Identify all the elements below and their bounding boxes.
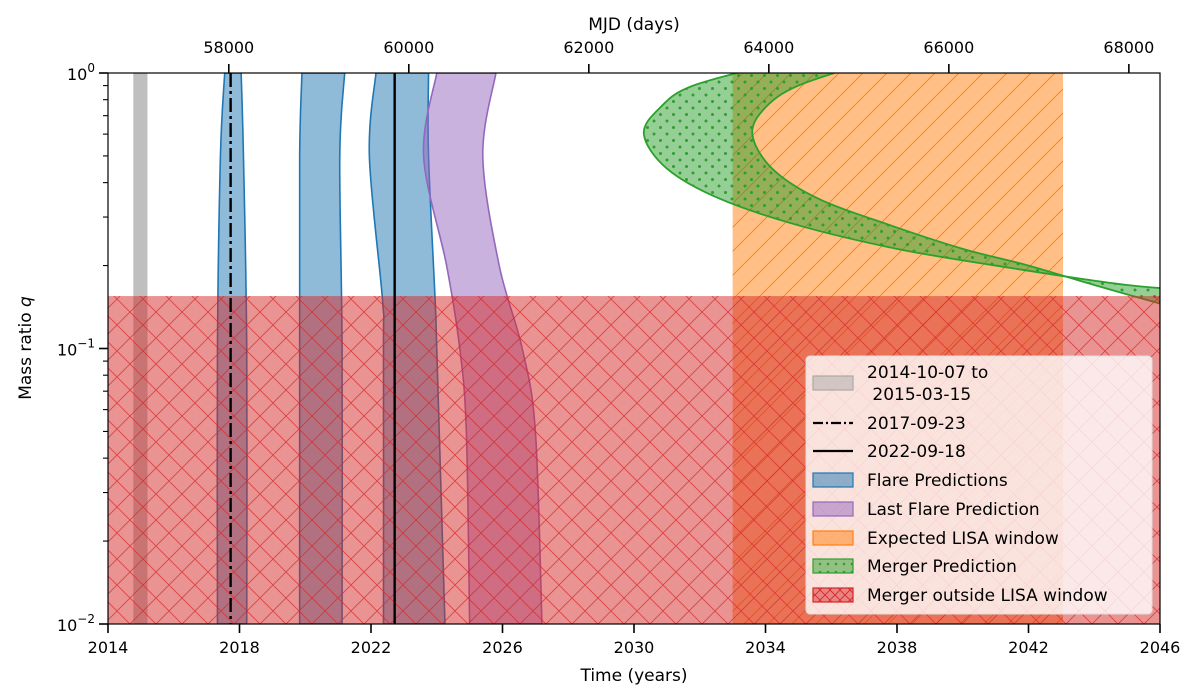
y-tick-label-2: 10−2 — [57, 612, 95, 635]
legend-label-3: 2022-09-18 — [867, 442, 966, 462]
x-tick-label-2022: 2022 — [351, 638, 392, 657]
x-tick-label-2038: 2038 — [877, 638, 918, 657]
legend-swatch-6 — [812, 530, 854, 546]
legend-swatch-hatch-7 — [813, 559, 853, 573]
y-tick-exponent: −2 — [77, 612, 95, 626]
legend-box — [805, 355, 1153, 615]
y-tick-mantissa: 10 — [67, 65, 87, 84]
merger-prediction-hatch — [643, 73, 1160, 304]
legend-label-1-line1: 2014-10-07 to — [867, 363, 988, 383]
x-tick-label-2042: 2042 — [1008, 638, 1049, 657]
plot-area — [108, 73, 1160, 624]
x-tick-label-2018: 2018 — [219, 638, 260, 657]
legend-label-2: 2017-09-23 — [867, 414, 966, 434]
x-tick-label-2046: 2046 — [1140, 638, 1181, 657]
y-axis-label-symbol: q — [16, 296, 36, 307]
legend-label-6: Expected LISA window — [867, 529, 1059, 549]
y-axis-label-text: Mass ratio — [16, 307, 36, 400]
y-tick-label-0: 100 — [67, 61, 95, 84]
top-tick-label-68000: 68000 — [1103, 38, 1154, 57]
y-tick-mantissa: 10 — [57, 616, 77, 635]
y-tick-label-1: 10−1 — [57, 337, 95, 360]
y-tick-mantissa: 10 — [57, 341, 77, 360]
x-tick-label-2014: 2014 — [88, 638, 129, 657]
y-tick-exponent: −1 — [77, 337, 95, 351]
legend-swatch-1 — [812, 375, 854, 391]
top-axis-label: MJD (days) — [588, 15, 680, 35]
x-tick-label-2026: 2026 — [482, 638, 523, 657]
legend-label-8: Merger outside LISA window — [867, 586, 1108, 606]
legend-swatch-hatch-8 — [813, 588, 853, 602]
legend-swatch-4 — [812, 472, 854, 488]
x-tick-label-2030: 2030 — [614, 638, 655, 657]
x-tick-label-2034: 2034 — [745, 638, 786, 657]
legend-label-7: Merger Prediction — [867, 557, 1017, 577]
x-axis-label: Time (years) — [579, 666, 687, 686]
axes: 2014 2018 2022 2026 2030 2034 2038 2042 20461001… — [57, 38, 1180, 657]
top-tick-label-66000: 66000 — [923, 38, 974, 57]
y-tick-exponent: 0 — [87, 61, 95, 75]
top-tick-label-58000: 58000 — [203, 38, 254, 57]
y-axis-label: Mass ratio q — [16, 296, 36, 400]
legend-label-5: Last Flare Prediction — [867, 500, 1040, 520]
legend-label-1-line2: 2015-03-15 — [867, 385, 971, 405]
legend-label-4: Flare Predictions — [867, 471, 1008, 491]
top-tick-label-62000: 62000 — [563, 38, 614, 57]
legend: 2014-10-07 to 2015-03-15 2017-09-23 2022-0… — [805, 355, 1153, 615]
top-tick-label-60000: 60000 — [383, 38, 434, 57]
top-tick-label-64000: 64000 — [743, 38, 794, 57]
legend-swatch-5 — [812, 501, 854, 517]
